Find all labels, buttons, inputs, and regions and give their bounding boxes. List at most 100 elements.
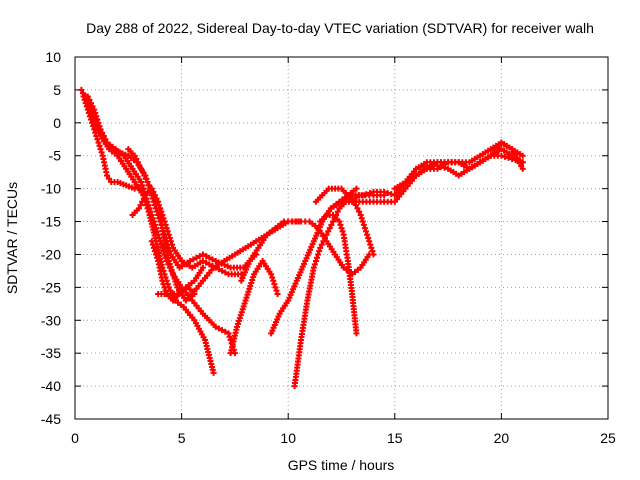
data-point — [113, 147, 120, 154]
data-point-anchor — [359, 192, 366, 199]
data-point — [133, 156, 140, 163]
data-point — [148, 211, 155, 218]
data-point — [437, 163, 444, 170]
y-tick-label: -30 — [41, 312, 61, 328]
data-point-anchor — [144, 179, 151, 186]
y-tick-label: -5 — [49, 148, 62, 164]
data-point — [354, 205, 361, 212]
data-point-anchor — [323, 231, 330, 238]
x-tick-label: 15 — [387, 430, 403, 446]
series-arc-19 — [413, 152, 526, 179]
data-point-anchor — [519, 152, 526, 159]
data-point — [337, 221, 344, 228]
data-point — [328, 221, 335, 228]
data-point — [366, 238, 373, 245]
y-tick-label: -10 — [41, 181, 61, 197]
data-point-anchor — [381, 188, 388, 195]
data-point — [273, 287, 280, 294]
data-point — [501, 153, 508, 160]
data-point — [312, 258, 319, 265]
data-point — [140, 185, 147, 192]
data-point — [160, 281, 167, 288]
data-point — [165, 231, 172, 238]
data-point — [98, 149, 105, 156]
axis-ticks: 0 5 10 15 20 25 10 5 0 -5 -10 -15 -20 -25 -30 -35 -40 -45 — [41, 49, 616, 446]
y-tick-label: 0 — [53, 115, 61, 131]
data-point — [149, 241, 156, 248]
data-point — [311, 261, 318, 268]
data-point — [167, 238, 174, 245]
y-tick-label: -45 — [41, 411, 61, 427]
data-point — [94, 136, 101, 143]
data-point-anchor — [519, 165, 526, 172]
data-point-anchor — [317, 244, 324, 251]
data-point — [137, 202, 144, 209]
data-point — [139, 182, 146, 189]
data-point — [315, 251, 322, 258]
data-point — [161, 284, 168, 291]
y-tick-label: -40 — [41, 378, 61, 394]
data-point — [153, 251, 160, 258]
data-point — [420, 163, 427, 170]
data-point — [215, 325, 222, 332]
data-point — [363, 228, 370, 235]
data-point — [147, 208, 154, 215]
data-point — [155, 231, 162, 238]
series-arc-10 — [227, 258, 281, 357]
data-point — [365, 235, 372, 241]
chart-title: Day 288 of 2022, Sidereal Day-to-day VTE… — [86, 20, 594, 36]
x-tick-label: 0 — [71, 430, 79, 446]
data-point — [154, 228, 161, 235]
data-point-anchor — [364, 231, 371, 238]
data-point-anchor — [212, 323, 219, 330]
data-point — [226, 333, 233, 340]
data-point — [366, 190, 373, 197]
data-point-anchor — [157, 238, 164, 245]
data-point-anchor — [97, 126, 104, 133]
data-point-anchor — [93, 132, 100, 139]
data-point-anchor — [353, 330, 360, 337]
y-tick-label: -35 — [41, 345, 61, 361]
plot-frame — [74, 56, 609, 420]
data-point — [96, 142, 103, 149]
data-point — [325, 228, 332, 235]
data-point-anchor — [103, 172, 110, 179]
data-point — [92, 109, 99, 116]
data-point-anchor — [434, 162, 441, 169]
data-point — [162, 287, 169, 294]
data-point — [166, 235, 173, 241]
data-point — [96, 123, 103, 130]
y-tick-label: 10 — [45, 49, 61, 65]
data-point — [505, 154, 512, 161]
data-point-anchor — [148, 185, 155, 192]
data-point — [361, 225, 368, 232]
data-point — [368, 244, 375, 251]
data-point — [153, 195, 160, 202]
data-point-anchor — [310, 264, 317, 271]
data-point — [516, 158, 523, 165]
data-point — [206, 254, 213, 261]
data-point — [441, 164, 448, 171]
data-point-anchor — [199, 258, 206, 265]
y-tick-label: -25 — [41, 279, 61, 295]
data-point — [318, 241, 325, 248]
data-point — [140, 195, 147, 202]
data-point — [339, 228, 346, 235]
data-point — [206, 261, 213, 268]
data-point — [196, 253, 203, 260]
data-point — [151, 192, 158, 199]
data-point — [93, 113, 100, 120]
data-point — [150, 244, 157, 251]
data-point-anchor — [336, 218, 343, 225]
data-point — [321, 235, 328, 241]
x-tick-label: 25 — [600, 430, 616, 446]
x-tick-label: 10 — [280, 430, 296, 446]
data-point — [512, 157, 519, 164]
data-point — [320, 238, 327, 245]
data-point — [97, 146, 104, 153]
data-point — [94, 116, 101, 123]
data-point-anchor — [150, 218, 157, 225]
data-point — [102, 136, 109, 143]
data-point — [153, 225, 160, 232]
